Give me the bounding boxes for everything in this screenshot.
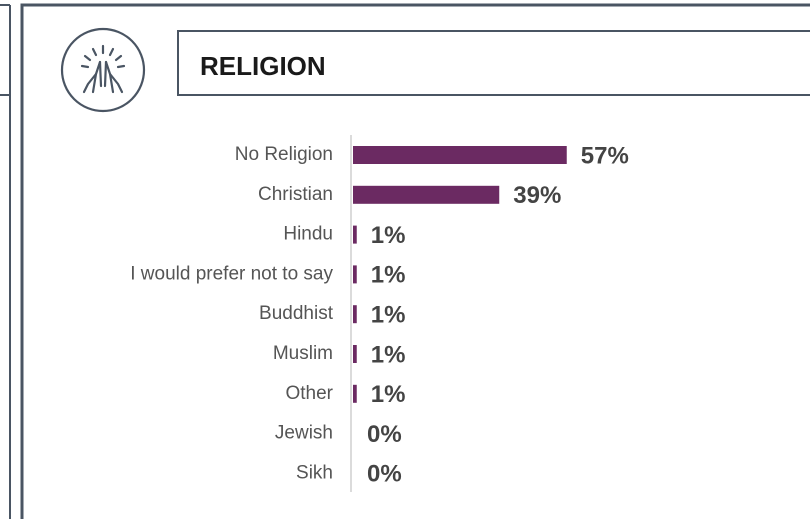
category-label: Other xyxy=(285,383,333,404)
value-label: 57% xyxy=(581,142,629,169)
bar xyxy=(353,146,567,164)
value-label: 1% xyxy=(371,341,406,368)
value-label: 39% xyxy=(513,182,561,209)
category-label: Muslim xyxy=(273,343,333,364)
value-label: 0% xyxy=(367,421,402,448)
bar xyxy=(353,265,357,284)
chart-title: RELIGION xyxy=(200,51,326,81)
category-label: I would prefer not to say xyxy=(130,263,333,284)
value-label: 1% xyxy=(371,381,406,408)
category-label: Buddhist xyxy=(259,303,334,324)
bar xyxy=(353,384,357,403)
category-label: No Religion xyxy=(235,144,333,165)
category-label: Jewish xyxy=(275,423,333,444)
left-panel-edge xyxy=(0,4,11,519)
bar xyxy=(353,225,357,244)
religion-icon xyxy=(60,27,146,113)
value-label: 1% xyxy=(371,302,406,329)
title-box xyxy=(177,30,810,96)
value-label: 1% xyxy=(371,262,406,289)
category-label: Sikh xyxy=(296,462,333,483)
category-label: Hindu xyxy=(283,224,333,245)
bar xyxy=(353,305,357,324)
bar xyxy=(353,185,500,204)
value-label: 0% xyxy=(367,461,402,488)
bar xyxy=(353,345,357,363)
value-label: 1% xyxy=(371,222,406,249)
category-label: Christian xyxy=(258,184,333,205)
